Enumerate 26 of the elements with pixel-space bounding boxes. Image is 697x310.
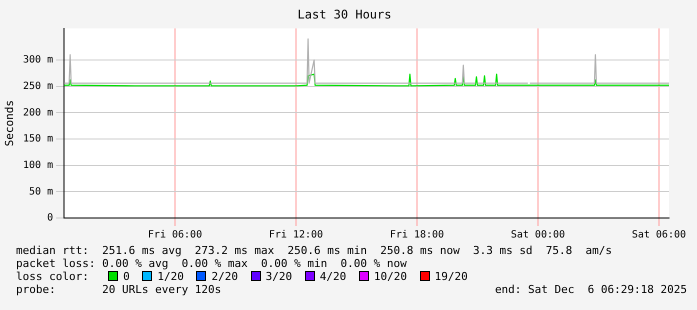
legend-label: 3/20 [266,270,292,283]
legend-label: 4/20 [320,270,346,283]
x-tick-label: Fri 12:00 [268,230,324,241]
legend-label: 19/20 [434,270,468,283]
y-axis-title: Seconds [3,100,16,146]
text: median rtt: 251.6 ms avg 273.2 ms max 250.6 ms min 250.8 ms now 3.3 ms sd 75.8 am/s [16,244,614,257]
legend-label: 0 [123,270,130,283]
y-tick-label: 0 [47,212,54,224]
legend-title: loss color: [16,270,89,283]
y-tick-label: 300 m [22,54,54,66]
y-tick-label: 150 m [22,134,54,145]
text: end: Sat Dec 6 06:29:18 2025 [494,283,687,296]
y-tick-label: 50 m [29,186,54,198]
y-tick-label: 200 m [22,107,54,118]
legend-label: 1/20 [157,270,184,283]
x-tick-label: Fri 06:00 [148,230,202,241]
x-tick-label: Sat 06:00 [632,230,686,241]
legend-label: 2/20 [211,270,238,283]
x-tick-label: Fri 18:00 [390,230,444,241]
x-tick-label: Sat 00:00 [510,230,566,241]
y-tick-label: 250 m [22,80,54,92]
legend-label: 10/20 [374,270,407,283]
chart-title: Last 30 Hours [298,7,392,22]
text: packet loss: 0.00 % avg 0.00 % max 0.00 % min 0.00 % now [16,257,408,270]
y-tick-label: 100 m [22,160,54,171]
text: probe: 20 URLs every 120s [16,283,222,296]
